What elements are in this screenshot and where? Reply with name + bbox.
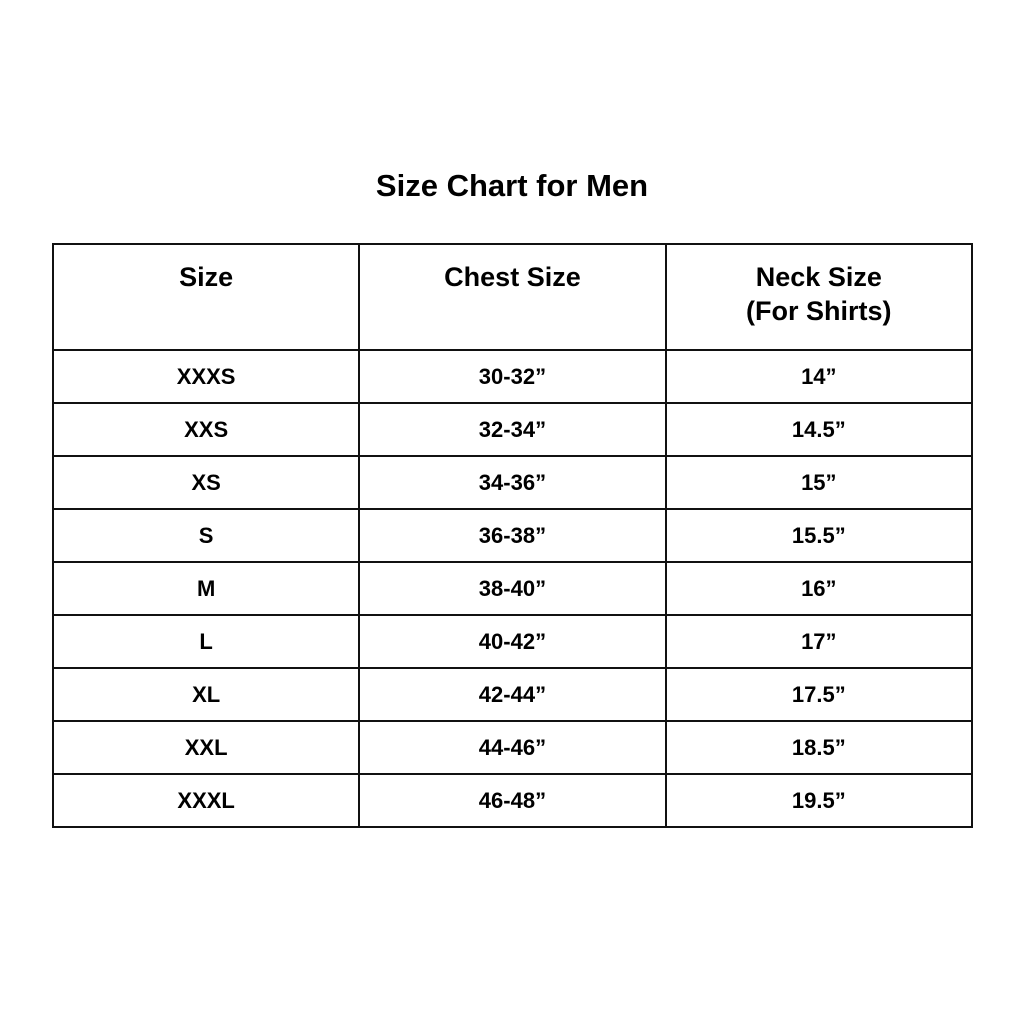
cell-neck-size: 19.5” bbox=[664, 773, 974, 828]
header-row: Size Chest Size Neck Size (For Shirts) bbox=[51, 243, 974, 351]
cell-neck-size: 15.5” bbox=[664, 508, 974, 563]
table-row: L 40-42” 17” bbox=[51, 614, 974, 669]
cell-chest-size: 46-48” bbox=[358, 773, 667, 828]
cell-size: XL bbox=[51, 667, 361, 722]
size-chart-table: Size Chest Size Neck Size (For Shirts) X… bbox=[51, 243, 974, 828]
table-row: XXS 32-34” 14.5” bbox=[51, 402, 974, 457]
cell-neck-size: 14” bbox=[664, 349, 974, 404]
cell-size: M bbox=[51, 561, 361, 616]
table-row: XL 42-44” 17.5” bbox=[51, 667, 974, 722]
table-row: M 38-40” 16” bbox=[51, 561, 974, 616]
cell-size: XXL bbox=[51, 720, 361, 775]
table-row: XS 34-36” 15” bbox=[51, 455, 974, 510]
cell-neck-size: 17” bbox=[664, 614, 974, 669]
cell-neck-size: 18.5” bbox=[664, 720, 974, 775]
cell-chest-size: 32-34” bbox=[358, 402, 667, 457]
header-neck-size-sub: (For Shirts) bbox=[746, 296, 892, 326]
cell-size: XXXL bbox=[51, 773, 361, 828]
page-title: Size Chart for Men bbox=[375, 168, 649, 203]
cell-size: XXXS bbox=[51, 349, 361, 404]
cell-neck-size: 16” bbox=[664, 561, 974, 616]
cell-size: L bbox=[51, 614, 361, 669]
header-neck-size-label: Neck Size bbox=[755, 262, 882, 292]
table-row: S 36-38” 15.5” bbox=[51, 508, 974, 563]
cell-chest-size: 38-40” bbox=[358, 561, 667, 616]
cell-size: S bbox=[51, 508, 361, 563]
header-neck-size: Neck Size (For Shirts) bbox=[664, 243, 974, 351]
table-row: XXL 44-46” 18.5” bbox=[51, 720, 974, 775]
cell-size: XS bbox=[51, 455, 361, 510]
header-chest-size: Chest Size bbox=[358, 243, 667, 351]
cell-neck-size: 14.5” bbox=[664, 402, 974, 457]
cell-chest-size: 36-38” bbox=[358, 508, 667, 563]
cell-chest-size: 42-44” bbox=[358, 667, 667, 722]
cell-chest-size: 44-46” bbox=[358, 720, 667, 775]
cell-chest-size: 30-32” bbox=[358, 349, 667, 404]
cell-neck-size: 17.5” bbox=[664, 667, 974, 722]
table-row: XXXS 30-32” 14” bbox=[51, 349, 974, 404]
header-size: Size bbox=[51, 243, 361, 351]
cell-chest-size: 40-42” bbox=[358, 614, 667, 669]
table-body: XXXS 30-32” 14” XXS 32-34” 14.5” XS 34-36” 15” S 3… bbox=[51, 349, 974, 828]
cell-chest-size: 34-36” bbox=[358, 455, 667, 510]
table-row: XXXL 46-48” 19.5” bbox=[51, 773, 974, 828]
cell-size: XXS bbox=[51, 402, 361, 457]
cell-neck-size: 15” bbox=[664, 455, 974, 510]
